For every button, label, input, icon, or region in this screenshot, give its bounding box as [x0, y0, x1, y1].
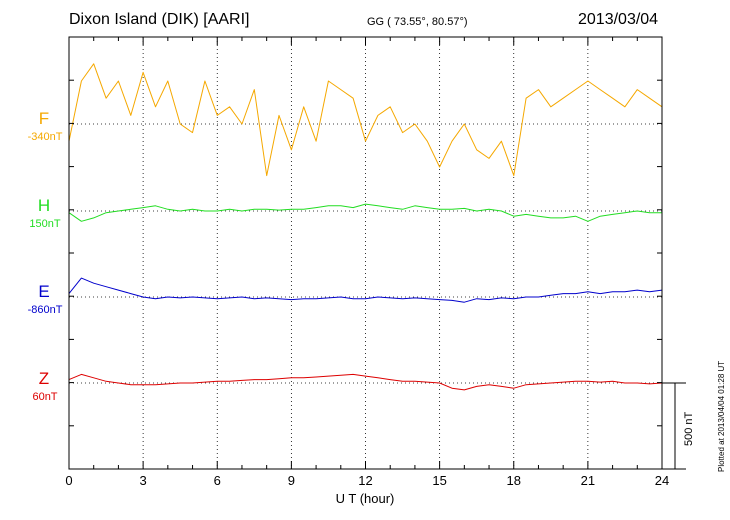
x-tick-label: 18 [507, 473, 521, 488]
scale-bar-label: 500 nT [683, 411, 695, 446]
axis-ticks: 0 3 6 9 12 15 18 21 24 [65, 36, 669, 488]
x-tick-label: 12 [358, 473, 372, 488]
chart-title: Dixon Island (DIK) [AARI] [69, 11, 250, 28]
scale-bar: 500 nT [662, 382, 695, 470]
plotted-timestamp: Plotted at 2013/04/04 01:28 UT [717, 361, 726, 472]
geographic-coordinates: GG ( 73.55°, 80.57°) [367, 16, 468, 28]
x-axis-title: U T (hour) [336, 491, 395, 506]
x-tick-label: 15 [432, 473, 446, 488]
channel-label-e: E [38, 282, 49, 301]
series-line-z [68, 373, 663, 391]
gridlines [69, 37, 662, 469]
series-layer [68, 63, 663, 391]
channel-baseline-z: 60nT [32, 391, 57, 403]
channel-baseline-f: -340nT [28, 131, 63, 143]
series-line-f [68, 63, 663, 177]
x-tick-label: 9 [288, 473, 295, 488]
channel-baseline-e: -860nT [28, 304, 63, 316]
x-tick-label: 6 [214, 473, 221, 488]
x-tick-label: 24 [655, 473, 669, 488]
channel-label-h: H [38, 196, 50, 215]
x-tick-label: 21 [581, 473, 595, 488]
channel-label-z: Z [39, 369, 49, 388]
series-line-e [68, 277, 663, 303]
channel-baseline-h: 150nT [29, 218, 60, 230]
channel-labels: F -340nT H 150nT E -860nT Z 60nT [28, 109, 63, 403]
channel-label-f: F [39, 109, 49, 128]
series-line-h [68, 203, 662, 222]
x-tick-label: 3 [140, 473, 147, 488]
x-tick-label: 0 [65, 473, 72, 488]
chart-date: 2013/03/04 [578, 11, 659, 28]
